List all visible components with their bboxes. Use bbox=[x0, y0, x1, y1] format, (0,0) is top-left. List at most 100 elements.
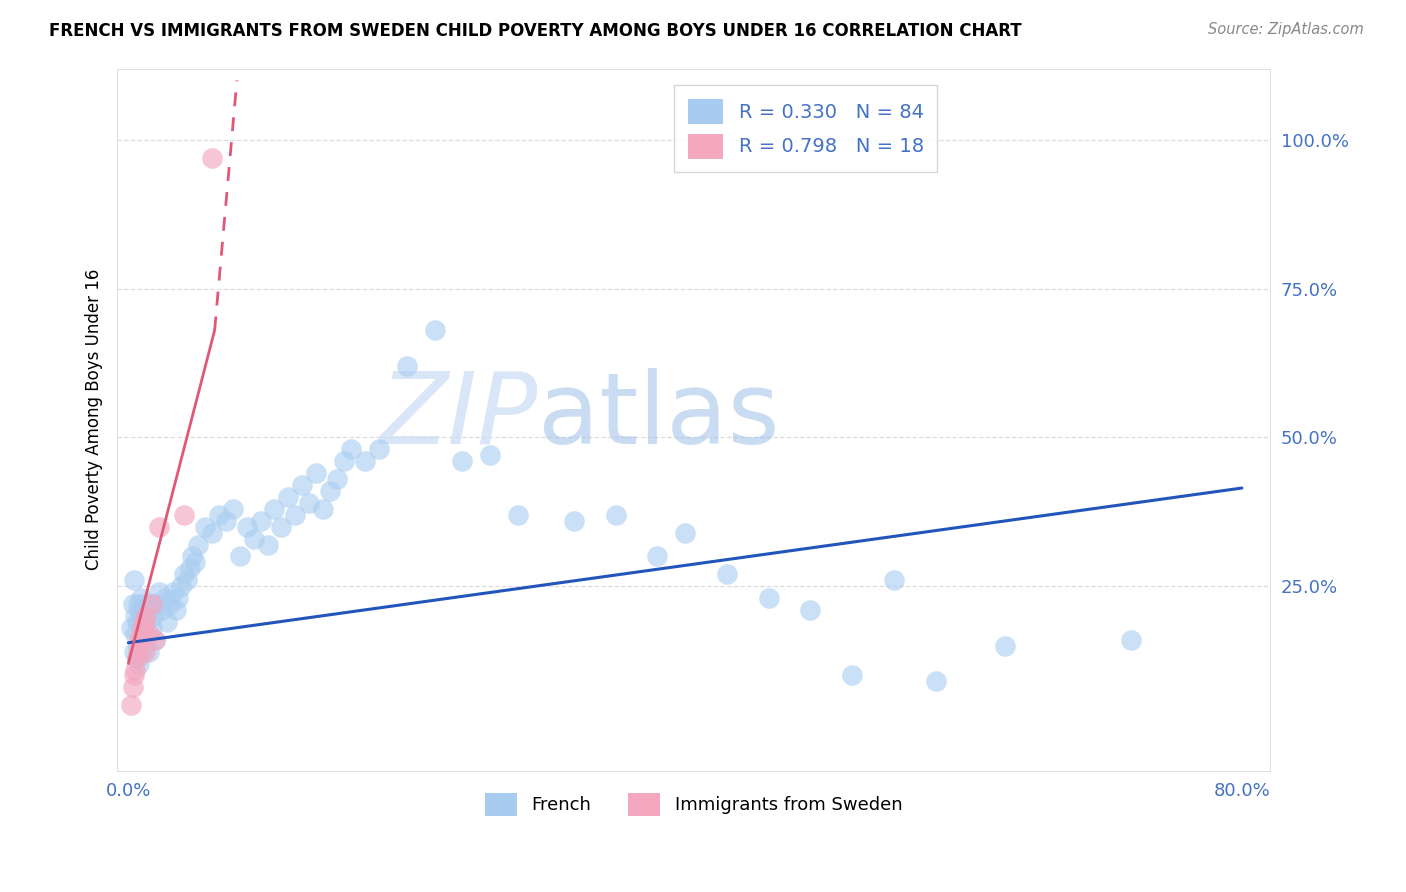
Point bbox=[479, 448, 502, 462]
Point bbox=[124, 663, 146, 677]
Point bbox=[138, 645, 160, 659]
Point bbox=[128, 603, 150, 617]
Point bbox=[122, 668, 145, 682]
Point bbox=[143, 632, 166, 647]
Point bbox=[215, 514, 238, 528]
Point bbox=[131, 621, 153, 635]
Point bbox=[145, 597, 167, 611]
Point bbox=[148, 585, 170, 599]
Point bbox=[153, 591, 176, 606]
Point bbox=[242, 532, 264, 546]
Point bbox=[173, 508, 195, 522]
Point bbox=[201, 525, 224, 540]
Point bbox=[298, 496, 321, 510]
Point bbox=[605, 508, 627, 522]
Point bbox=[124, 627, 146, 641]
Point bbox=[120, 698, 142, 713]
Point bbox=[305, 466, 328, 480]
Point bbox=[125, 650, 148, 665]
Point bbox=[142, 609, 165, 624]
Point bbox=[326, 472, 349, 486]
Point bbox=[312, 501, 335, 516]
Point bbox=[340, 442, 363, 457]
Point bbox=[799, 603, 821, 617]
Point bbox=[122, 574, 145, 588]
Point bbox=[194, 519, 217, 533]
Text: atlas: atlas bbox=[538, 368, 779, 465]
Point bbox=[924, 674, 946, 689]
Point bbox=[758, 591, 780, 606]
Point bbox=[184, 556, 207, 570]
Point bbox=[129, 627, 152, 641]
Point bbox=[135, 609, 157, 624]
Point bbox=[354, 454, 377, 468]
Point bbox=[125, 650, 148, 665]
Point bbox=[208, 508, 231, 522]
Point bbox=[994, 639, 1017, 653]
Point bbox=[134, 639, 156, 653]
Point bbox=[124, 609, 146, 624]
Point bbox=[319, 483, 342, 498]
Point bbox=[201, 151, 224, 165]
Text: Source: ZipAtlas.com: Source: ZipAtlas.com bbox=[1208, 22, 1364, 37]
Point bbox=[263, 501, 285, 516]
Point bbox=[423, 323, 446, 337]
Point bbox=[451, 454, 474, 468]
Y-axis label: Child Poverty Among Boys Under 16: Child Poverty Among Boys Under 16 bbox=[86, 268, 103, 570]
Point bbox=[176, 574, 198, 588]
Point bbox=[883, 574, 905, 588]
Text: FRENCH VS IMMIGRANTS FROM SWEDEN CHILD POVERTY AMONG BOYS UNDER 16 CORRELATION C: FRENCH VS IMMIGRANTS FROM SWEDEN CHILD P… bbox=[49, 22, 1022, 40]
Point bbox=[125, 615, 148, 629]
Point bbox=[249, 514, 271, 528]
Point bbox=[148, 519, 170, 533]
Point bbox=[179, 561, 201, 575]
Point bbox=[181, 549, 204, 564]
Point bbox=[228, 549, 250, 564]
Point bbox=[121, 681, 143, 695]
Point bbox=[187, 538, 209, 552]
Point bbox=[134, 645, 156, 659]
Point bbox=[128, 632, 150, 647]
Point bbox=[138, 627, 160, 641]
Point bbox=[134, 597, 156, 611]
Point bbox=[127, 645, 149, 659]
Point bbox=[141, 621, 163, 635]
Point bbox=[150, 603, 173, 617]
Point bbox=[256, 538, 278, 552]
Point bbox=[395, 359, 418, 373]
Point bbox=[235, 519, 257, 533]
Point bbox=[141, 597, 163, 611]
Point bbox=[138, 603, 160, 617]
Text: ZIP: ZIP bbox=[380, 368, 538, 465]
Point bbox=[127, 597, 149, 611]
Point bbox=[277, 490, 299, 504]
Point bbox=[136, 627, 159, 641]
Legend: French, Immigrants from Sweden: French, Immigrants from Sweden bbox=[475, 783, 911, 825]
Point bbox=[135, 615, 157, 629]
Point bbox=[128, 657, 150, 671]
Point bbox=[367, 442, 389, 457]
Point bbox=[270, 519, 292, 533]
Point bbox=[127, 639, 149, 653]
Point bbox=[165, 603, 187, 617]
Point bbox=[291, 478, 314, 492]
Point bbox=[121, 597, 143, 611]
Point bbox=[120, 621, 142, 635]
Point bbox=[645, 549, 668, 564]
Point bbox=[122, 645, 145, 659]
Point bbox=[506, 508, 529, 522]
Point bbox=[131, 609, 153, 624]
Point bbox=[222, 501, 245, 516]
Point bbox=[162, 585, 184, 599]
Point bbox=[132, 615, 155, 629]
Point bbox=[156, 615, 179, 629]
Point bbox=[132, 621, 155, 635]
Point bbox=[139, 597, 162, 611]
Point bbox=[131, 645, 153, 659]
Point bbox=[673, 525, 696, 540]
Point bbox=[562, 514, 585, 528]
Point bbox=[841, 668, 863, 682]
Point bbox=[167, 591, 190, 606]
Point bbox=[173, 567, 195, 582]
Point bbox=[1119, 632, 1142, 647]
